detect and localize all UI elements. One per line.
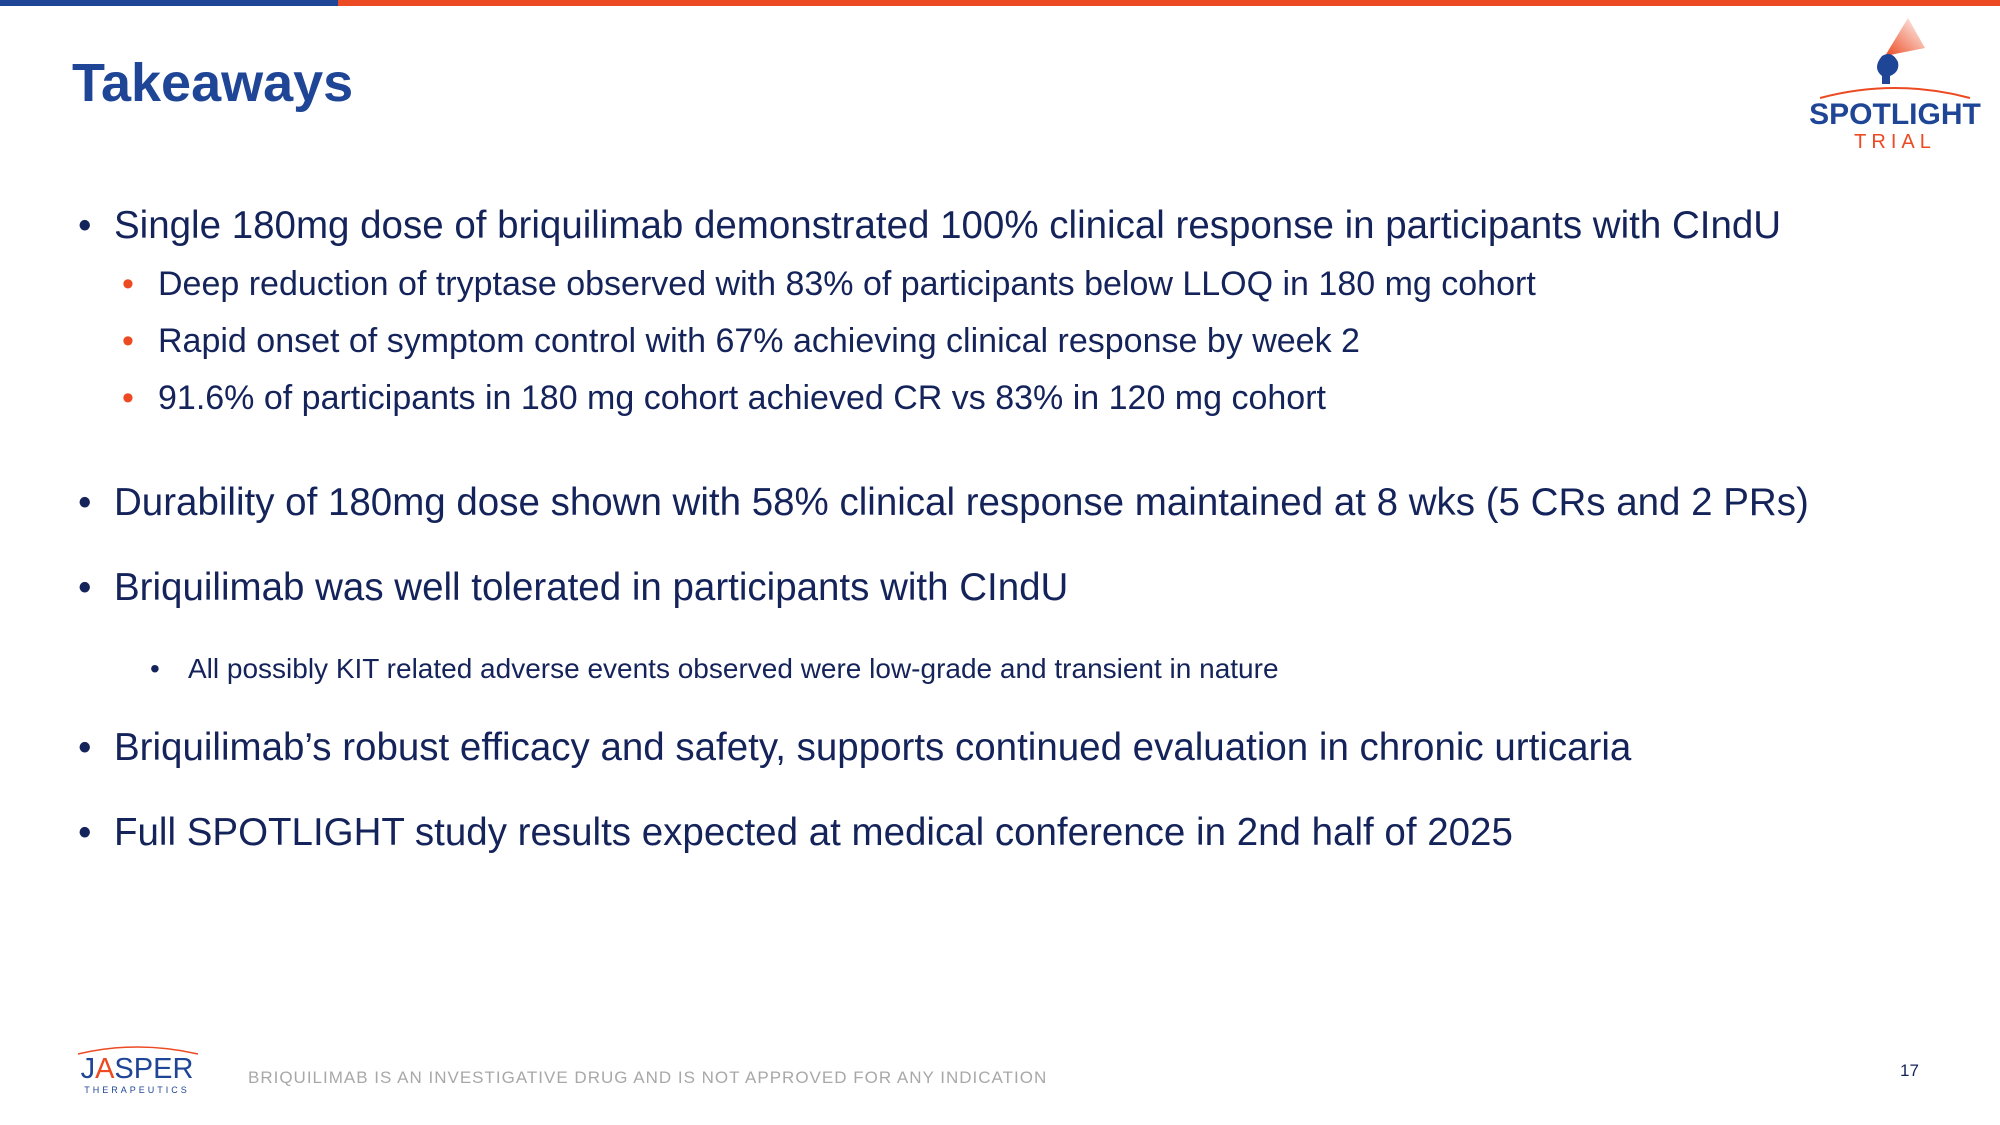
svg-text:TRIAL: TRIAL [1854, 131, 1936, 153]
bullet-text: Full SPOTLIGHT study results expected at… [114, 811, 1513, 854]
slide-title: Takeaways [72, 53, 354, 113]
bullet-icon: • [122, 322, 134, 360]
bullet-text: Briquilimab’s robust efficacy and safety… [114, 726, 1632, 769]
bullet-text: Durability of 180mg dose shown with 58% … [114, 481, 1809, 524]
disclaimer-text: BRIQUILIMAB IS AN INVESTIGATIVE DRUG AND… [248, 1068, 1048, 1087]
svg-text:THERAPEUTICS: THERAPEUTICS [84, 1085, 190, 1095]
bullet-icon: • [78, 726, 92, 769]
page-number: 17 [1900, 1061, 1919, 1080]
sub-bullet-text: Deep reduction of tryptase observed with… [158, 265, 1536, 303]
bullet-icon: • [78, 204, 92, 247]
sub-bullet-text: 91.6% of participants in 180 mg cohort a… [158, 379, 1326, 417]
sub-bullet-text: Rapid onset of symptom control with 67% … [158, 322, 1360, 360]
jasper-therapeutics-logo: JASPER THERAPEUTICS [77, 1046, 199, 1095]
top-accent-bar-blue [0, 0, 338, 6]
bullet-text: Briquilimab was well tolerated in partic… [114, 566, 1069, 609]
bullet-icon: • [150, 653, 160, 684]
bullet-text: Single 180mg dose of briquilimab demonst… [114, 204, 1782, 247]
svg-text:JASPER: JASPER [81, 1053, 194, 1085]
svg-text:SPOTLIGHT: SPOTLIGHT [1809, 98, 1981, 131]
bullet-icon: • [122, 265, 134, 303]
spotlight-trial-logo: SPOTLIGHT TRIAL [1809, 18, 1981, 153]
sub-bullet-text: All possibly KIT related adverse events … [188, 653, 1279, 684]
bullet-icon: • [78, 811, 92, 854]
bullet-icon: • [122, 379, 134, 417]
top-accent-bar-orange [338, 0, 2000, 6]
bullet-icon: • [78, 566, 92, 609]
bullet-icon: • [78, 481, 92, 524]
